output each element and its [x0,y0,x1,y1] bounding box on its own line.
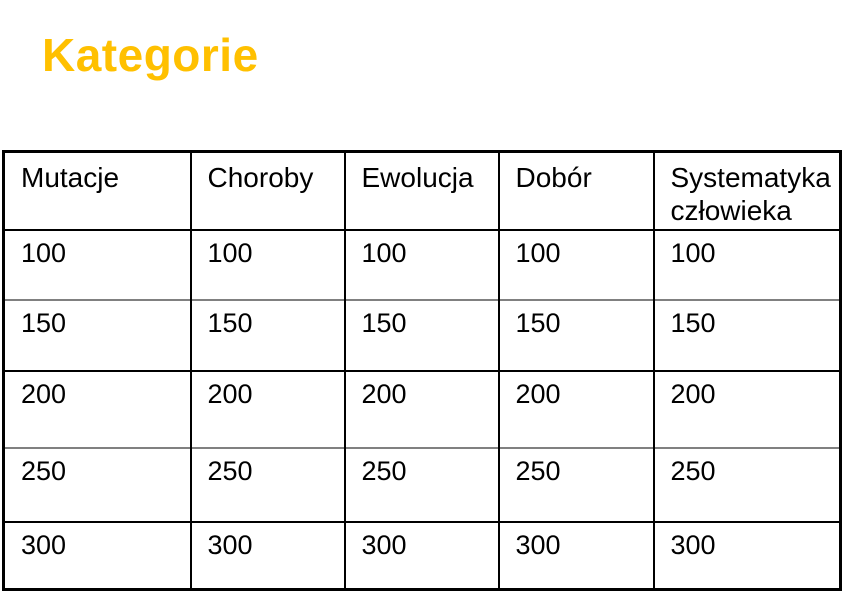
points-cell[interactable]: 100 [189,229,345,300]
points-row: 200 200 200 200 200 [3,370,841,448]
points-cell[interactable]: 100 [21,237,67,268]
points-cell[interactable]: 150 [189,299,345,371]
slide-title: Kategorie [42,29,259,81]
points-row: 100 100 100 100 100 [3,229,841,300]
points-cell[interactable]: 300 [652,521,841,590]
points-cell[interactable]: 200 [497,370,654,448]
points-cell[interactable]: 150 [343,299,499,371]
points-cell[interactable]: 150 [652,299,841,371]
points-cell[interactable]: 300 [343,521,499,590]
points-cell[interactable]: 250 [497,447,654,522]
points-cell[interactable]: 300 [189,521,345,590]
points-cell[interactable]: 250 [343,447,499,522]
points-cell[interactable]: 150 [497,299,654,371]
category-table-body: 100 100 100 100 100 150 150 150 150 150 200 200 200 2… [3,229,841,590]
points-cell[interactable]: 250 [652,447,841,522]
points-row: 250 250 250 250 250 [3,447,841,522]
points-row: 150 150 150 150 150 [3,299,841,371]
points-cell[interactable]: 150 [21,307,67,338]
points-cell[interactable]: 100 [652,229,841,300]
points-row: 300 300 300 300 300 [4,521,841,590]
points-cell[interactable]: 200 [652,370,841,448]
points-cell[interactable]: 100 [497,229,654,300]
category-table: Mutacje Choroby Ewolucja Dobór Systematyka c… [2,150,842,591]
category-header-row: Mutacje Choroby Ewolucja Dobór Systematyka c… [3,151,841,230]
category-header-cell: Mutacje [21,162,120,193]
points-cell[interactable]: 200 [343,370,499,448]
category-header-cell: Systematyka człowieka [652,151,841,230]
points-cell[interactable]: 300 [497,521,654,590]
category-header-cell: Ewolucja [343,151,499,230]
points-cell[interactable]: 250 [21,455,67,486]
points-cell[interactable]: 250 [189,447,345,522]
points-cell[interactable]: 300 [21,529,67,560]
points-cell[interactable]: 100 [343,229,499,300]
category-header-cell: Choroby [189,151,345,230]
points-cell[interactable]: 200 [21,378,67,409]
category-header-cell: Dobór [497,151,654,230]
points-cell[interactable]: 200 [189,370,345,448]
